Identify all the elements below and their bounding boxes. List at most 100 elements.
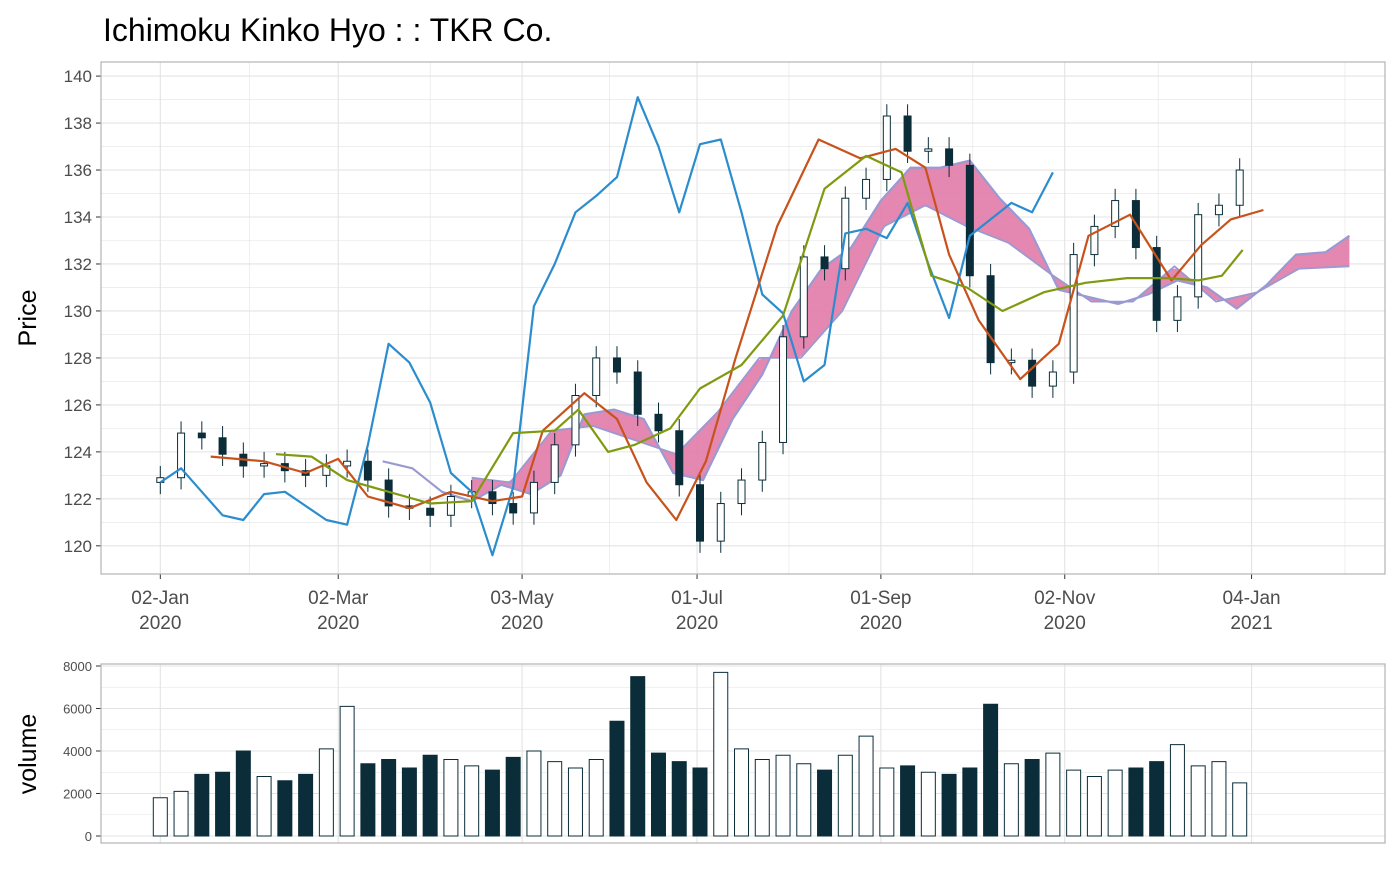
volume-bar (298, 773, 314, 837)
candle-body (488, 491, 497, 505)
kijun-sen-line (210, 138, 1264, 522)
volume-bar (277, 780, 293, 837)
candle-body (737, 479, 746, 505)
candle-body (882, 115, 891, 180)
price-panel: 120 122 124 126 128 130 132 134 136 138 140 02-Jan 2… (64, 61, 1386, 634)
candle-body (1214, 204, 1223, 216)
candle-body (509, 503, 518, 514)
candle-body (799, 256, 808, 338)
candle-body (1048, 371, 1057, 387)
price-tick-label: 126 (64, 396, 92, 415)
date-tick-label: 2021 (1230, 613, 1272, 634)
volume-bar (941, 773, 957, 837)
candle-body (633, 371, 642, 415)
volume-bar (650, 752, 666, 837)
date-tick-label: 2020 (139, 613, 181, 634)
volume-bar (817, 769, 833, 837)
volume-tick-label: 0 (85, 829, 92, 844)
price-tick-label: 134 (64, 208, 92, 227)
date-tick-label: 2020 (317, 613, 359, 634)
volume-bar (1024, 759, 1040, 837)
candle-body (1235, 169, 1244, 206)
volume-bar (1190, 765, 1206, 837)
chikou-span-line (275, 154, 1244, 505)
candle-body (426, 507, 435, 516)
volume-bar (983, 703, 999, 837)
volume-bar (215, 771, 231, 837)
volume-bar (505, 756, 521, 837)
volume-bar (360, 763, 376, 837)
volume-bar (609, 720, 625, 837)
candle-body (716, 503, 725, 542)
candle-body (343, 460, 352, 467)
price-tick-label: 120 (64, 537, 92, 556)
candle-body (1173, 296, 1182, 321)
volume-bar (920, 771, 936, 837)
candle-body (675, 430, 684, 486)
volume-bar (1107, 769, 1123, 837)
volume-bar (318, 748, 334, 837)
volume-bar (1149, 761, 1165, 837)
volume-bar (858, 735, 874, 837)
volume-bar (837, 754, 853, 837)
volume-bar (339, 705, 355, 837)
candle-body (1028, 359, 1037, 387)
candle-body (550, 444, 559, 483)
volume-bar (1086, 776, 1102, 837)
volume-bar (464, 765, 480, 837)
volume-bar (1232, 782, 1248, 837)
candle-body (1069, 254, 1078, 373)
volume-tick-label: 6000 (63, 702, 92, 717)
candle-body (924, 148, 933, 152)
price-tick-label: 122 (64, 490, 92, 509)
volume-bar (443, 759, 459, 837)
candle-body (218, 437, 227, 455)
volume-bar (567, 767, 583, 837)
price-tick-label: 138 (64, 114, 92, 133)
volume-bar (1211, 761, 1227, 837)
date-tick-label: 02-Nov (1034, 588, 1096, 609)
volume-bar (152, 797, 168, 837)
volume-bar (630, 676, 646, 837)
candle-body (779, 336, 788, 443)
volume-bar (734, 748, 750, 837)
candle-body (446, 495, 455, 516)
volume-bar (879, 767, 895, 837)
date-tick-label: 2020 (501, 613, 543, 634)
price-tick-label: 140 (64, 67, 92, 86)
volume-bar (401, 767, 417, 837)
candle-body (903, 115, 912, 152)
candle-body (696, 484, 705, 542)
candle-body (571, 395, 580, 446)
volume-tick-label: 4000 (63, 744, 92, 759)
candle-body (1111, 200, 1120, 227)
price-tick-label: 136 (64, 161, 92, 180)
volume-bar (796, 763, 812, 837)
date-tick-label: 2020 (676, 613, 718, 634)
price-axis-title: Price (14, 290, 42, 347)
volume-bar (235, 750, 251, 837)
candle-body (177, 432, 186, 479)
candle-body (197, 432, 206, 439)
chart-title: Ichimoku Kinko Hyo : : TKR Co. (103, 12, 552, 48)
candle-body (363, 460, 372, 481)
date-tick-label: 03-May (490, 588, 554, 609)
senkou-span-a-line (382, 159, 1351, 503)
candle-body (1194, 214, 1203, 298)
candle-body (612, 357, 621, 373)
volume-tick-label: 2000 (63, 787, 92, 802)
candle-body (820, 256, 829, 270)
candle-body (986, 275, 995, 364)
volume-bar (1066, 769, 1082, 837)
candle-body (945, 148, 954, 166)
kumo-cloud (471, 160, 1350, 502)
volume-bar (713, 671, 729, 837)
date-tick-label: 02-Mar (308, 588, 369, 609)
date-tick-label: 04-Jan (1223, 588, 1281, 609)
volume-bar (754, 759, 770, 837)
volume-bar (381, 759, 397, 837)
volume-bar (692, 767, 708, 837)
volume-bar (1128, 767, 1144, 837)
volume-bar (1003, 763, 1019, 837)
